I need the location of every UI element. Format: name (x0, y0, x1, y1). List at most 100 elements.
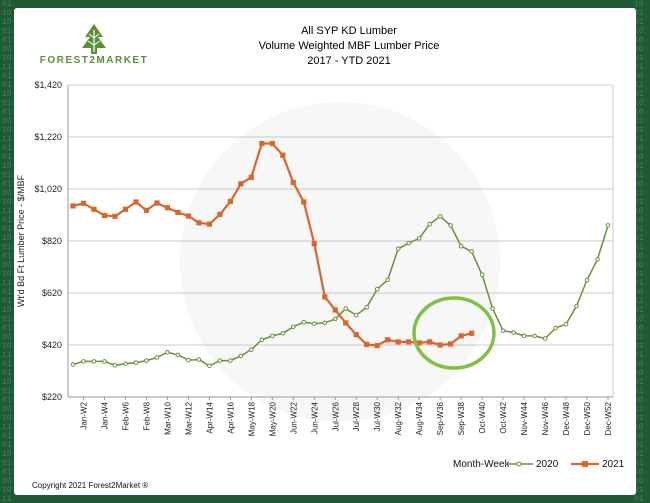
point-2021 (385, 337, 391, 343)
chart-card: FOREST2MARKET All SYP KD Lumber Volume W… (14, 8, 636, 495)
point-2021 (469, 330, 475, 336)
legend-swatch-marker (516, 461, 522, 467)
point-2021 (122, 206, 129, 212)
point-2020 (186, 357, 191, 363)
point-2021 (80, 200, 87, 206)
point-2021 (217, 211, 223, 218)
point-2020 (81, 359, 86, 364)
point-2020 (290, 324, 296, 330)
point-2020 (364, 305, 370, 310)
point-2021 (322, 294, 328, 300)
point-2020 (332, 316, 338, 322)
point-2020 (301, 319, 307, 325)
point-2021 (112, 213, 118, 219)
x-tick-label: Dec-W52 (604, 401, 613, 435)
point-2020 (70, 362, 76, 367)
point-2021 (133, 199, 139, 205)
x-tick-label: Jun-W24 (310, 401, 319, 434)
point-2021 (290, 179, 296, 186)
point-2020 (196, 357, 202, 362)
y-tick-label: $420 (42, 340, 62, 350)
watermark-logo (180, 102, 500, 422)
point-2021 (164, 205, 171, 211)
x-tick-label: May-W18 (247, 401, 256, 436)
x-tick-label: Oct-W40 (478, 401, 487, 433)
point-2021 (248, 174, 254, 180)
x-tick-label: Apr-W14 (205, 401, 214, 433)
highlight-circle (412, 296, 496, 370)
axes (67, 85, 614, 398)
series-2020 (70, 214, 611, 369)
point-2020 (605, 223, 611, 228)
series-layer (70, 140, 611, 369)
point-2020 (521, 333, 527, 339)
point-2020 (406, 240, 411, 246)
point-2020 (207, 363, 212, 369)
x-tick-label: Jun-W22 (289, 401, 298, 434)
point-2020 (353, 312, 359, 318)
series-line-2020 (72, 215, 609, 367)
point-2021 (154, 200, 160, 206)
x-tick-label: Aug-W34 (415, 401, 424, 435)
legend-items: 2020 2021 (505, 459, 625, 470)
point-2021 (101, 212, 108, 219)
point-2021 (143, 207, 150, 213)
point-2020 (343, 306, 349, 311)
point-2020 (479, 272, 485, 278)
point-2021 (427, 339, 433, 345)
point-2021 (406, 339, 412, 345)
legend-item-2021: 2021 (571, 459, 625, 470)
x-tick-label: Jul-W28 (352, 401, 361, 431)
point-2020 (238, 353, 244, 359)
y-tick-label: $220 (42, 392, 62, 402)
point-2021 (448, 341, 454, 347)
point-2020 (270, 333, 275, 339)
point-2021 (227, 198, 233, 205)
point-2020 (165, 349, 170, 355)
x-axis-ticks: Jan-W2 Jan-W4 Feb-W6 Feb-W8 Mar-W10 Mar-W12 Ap… (79, 397, 613, 436)
point-2020 (437, 214, 443, 219)
x-tick-label: Dec-W48 (562, 401, 571, 435)
point-2020 (385, 277, 391, 283)
x-tick-label: Oct-W42 (499, 401, 508, 433)
point-2020 (511, 330, 516, 335)
point-2020 (574, 303, 579, 309)
binary-decoration-right: 1001011010100101001101101001010110100101… (634, 0, 644, 503)
x-tick-label: Nov-W46 (541, 401, 550, 435)
x-axis-label: Month-Week (453, 459, 511, 470)
point-2020 (217, 358, 223, 363)
point-2020 (91, 359, 97, 364)
x-tick-label: Mar-W12 (184, 401, 193, 434)
legend: Month-Week 2020 2021 (453, 459, 625, 470)
point-2020 (563, 321, 569, 327)
point-2021 (175, 209, 181, 215)
point-2020 (458, 243, 464, 249)
point-2021 (437, 342, 443, 348)
point-2020 (469, 249, 474, 254)
point-2020 (416, 236, 422, 241)
x-tick-label: May-W20 (268, 401, 277, 436)
point-2020 (249, 347, 254, 352)
point-2020 (228, 358, 233, 363)
point-2020 (532, 333, 537, 339)
point-2021 (311, 241, 317, 247)
chart-title-line-2: Volume Weighted MBF Lumber Price (258, 40, 440, 52)
x-tick-label: Jul-W30 (373, 401, 382, 431)
point-2020 (500, 328, 506, 334)
point-2021 (259, 140, 265, 147)
point-2020 (595, 256, 600, 262)
point-2021 (332, 307, 338, 313)
point-2020 (154, 355, 160, 360)
point-2021 (185, 213, 191, 219)
point-2020 (311, 321, 317, 326)
y-tick-label: $620 (42, 288, 62, 298)
point-2021 (458, 333, 464, 339)
point-2021 (395, 339, 401, 345)
x-tick-label: Sep-W36 (436, 401, 445, 435)
point-2020 (542, 336, 548, 341)
copyright-text: Copyright 2021 Forest2Market ® (32, 481, 149, 490)
logo-text: FOREST2MARKET (39, 55, 149, 66)
x-tick-label: Jul-W26 (331, 401, 340, 431)
point-2021 (238, 181, 244, 187)
